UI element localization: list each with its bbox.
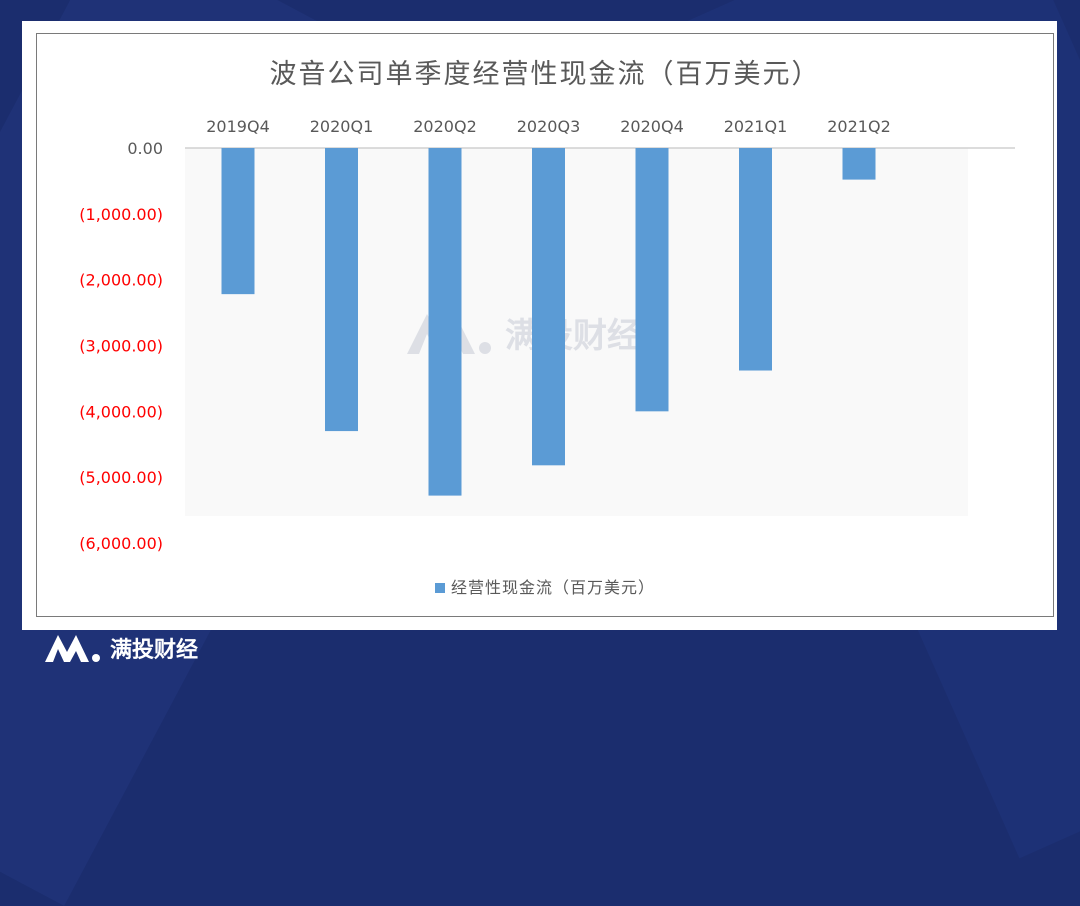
- bar: [739, 148, 772, 371]
- legend-swatch: [434, 583, 445, 593]
- bar: [325, 148, 358, 432]
- bar: [428, 148, 462, 496]
- x-tick-label: 2020Q2: [413, 117, 477, 136]
- plot-area: [185, 148, 968, 516]
- footer-brand: 满投财经: [44, 630, 198, 666]
- x-tick-label: 2021Q2: [827, 117, 891, 136]
- y-tick-label: (1,000.00): [79, 205, 163, 224]
- x-tick-label: 2020Q3: [517, 117, 581, 136]
- bar-chart: 0.00 (1,000.00) (2,000.00) (3,000.00) (4,000…: [79, 117, 1015, 553]
- bar: [635, 148, 669, 412]
- legend-label: 经营性现金流（百万美元）: [450, 578, 655, 597]
- y-tick-label: (2,000.00): [79, 271, 163, 290]
- legend: 经营性现金流（百万美元）: [36, 574, 1054, 598]
- y-tick-label: (5,000.00): [79, 468, 163, 487]
- y-tick-label: (3,000.00): [79, 337, 163, 356]
- chart-area-border: [36, 33, 1054, 617]
- x-tick-label: 2020Q4: [620, 117, 684, 136]
- x-tick-label: 2021Q1: [724, 117, 788, 136]
- x-tick-label: 2020Q1: [310, 117, 374, 136]
- footer-brand-name: 满投财经: [110, 638, 199, 663]
- y-tick-label: (4,000.00): [79, 402, 163, 421]
- y-tick-label: 0.00: [127, 139, 163, 158]
- brand-logo-icon: [45, 635, 100, 662]
- bar: [221, 148, 255, 295]
- x-tick-label: 2019Q4: [206, 117, 270, 136]
- chart-title: 波音公司单季度经营性现金流（百万美元）: [269, 59, 821, 90]
- y-tick-label: (6,000.00): [79, 534, 163, 553]
- bar: [532, 148, 565, 466]
- watermark-text: 满投财经: [505, 316, 641, 356]
- bar: [842, 148, 876, 180]
